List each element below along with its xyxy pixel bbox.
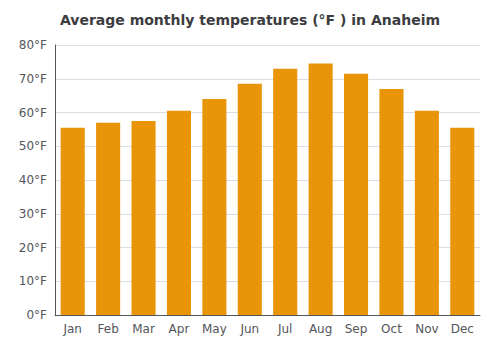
svg-text:Feb: Feb: [98, 322, 119, 336]
svg-text:Sep: Sep: [345, 322, 368, 336]
svg-text:Jul: Jul: [277, 322, 292, 336]
svg-text:Aug: Aug: [309, 322, 332, 336]
svg-text:Jun: Jun: [239, 322, 259, 336]
svg-text:Nov: Nov: [415, 322, 438, 336]
svg-text:40°F: 40°F: [19, 173, 47, 187]
svg-text:Dec: Dec: [451, 322, 474, 336]
svg-text:20°F: 20°F: [19, 241, 47, 255]
svg-text:Apr: Apr: [169, 322, 190, 336]
svg-text:Jan: Jan: [62, 322, 82, 336]
svg-text:May: May: [202, 322, 227, 336]
svg-text:Oct: Oct: [381, 322, 402, 336]
svg-text:Average monthly temperatures (: Average monthly temperatures (°F ) in An…: [60, 12, 440, 28]
svg-text:70°F: 70°F: [19, 72, 47, 86]
svg-text:10°F: 10°F: [19, 274, 47, 288]
svg-text:0°F: 0°F: [26, 308, 47, 322]
svg-text:50°F: 50°F: [19, 139, 47, 153]
svg-text:Mar: Mar: [132, 322, 155, 336]
svg-text:30°F: 30°F: [19, 207, 47, 221]
svg-text:80°F: 80°F: [19, 38, 47, 52]
svg-text:60°F: 60°F: [19, 106, 47, 120]
